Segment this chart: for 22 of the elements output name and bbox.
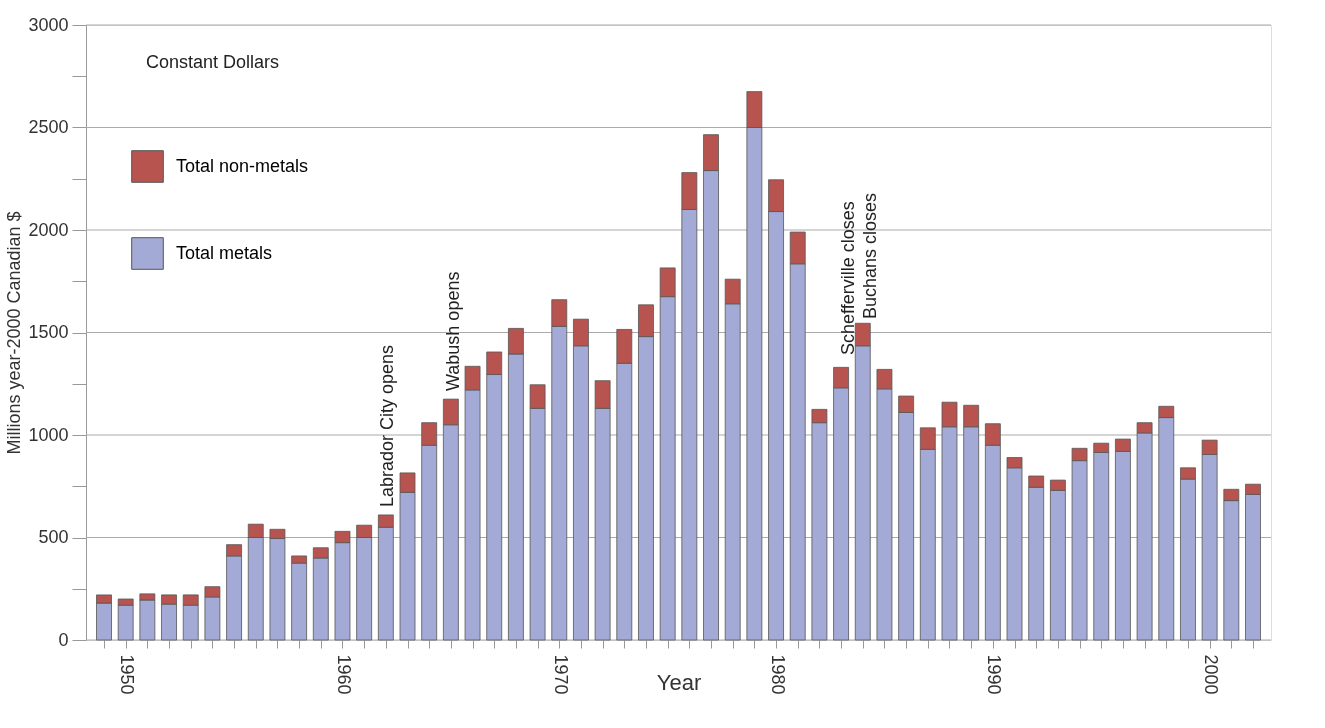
y-tick-label: 1500	[28, 322, 69, 342]
y-tick-label: 1000	[28, 424, 69, 445]
legend-label: Total metals	[176, 242, 273, 263]
annotation: Constant Dollars	[146, 52, 280, 72]
annotation: Schefferville closes	[838, 201, 858, 355]
y-tick-label: 3000	[28, 14, 69, 35]
x-tick-label: 1990	[984, 654, 1005, 695]
y-tick-label: 500	[38, 527, 69, 547]
x-tick-label: 1980	[767, 654, 788, 695]
annotation: Wabush opens	[443, 271, 463, 391]
y-tick-label: 2000	[28, 219, 69, 240]
x-axis-title: Year	[656, 669, 702, 695]
x-tick-label: 2000	[1201, 654, 1222, 695]
legend-label: Total non-metals	[176, 155, 309, 176]
x-tick-label: 1950	[117, 654, 138, 695]
y-tick-label: 2500	[28, 117, 69, 137]
y-axis-title: Millions year-2000 Canadian $	[4, 211, 25, 455]
annotation: Labrador City opens	[377, 344, 397, 507]
y-tick-label: 0	[58, 629, 69, 650]
x-tick-label: 1960	[333, 654, 354, 695]
annotation: Buchans closes	[860, 192, 880, 319]
x-tick-label: 1970	[550, 654, 571, 695]
